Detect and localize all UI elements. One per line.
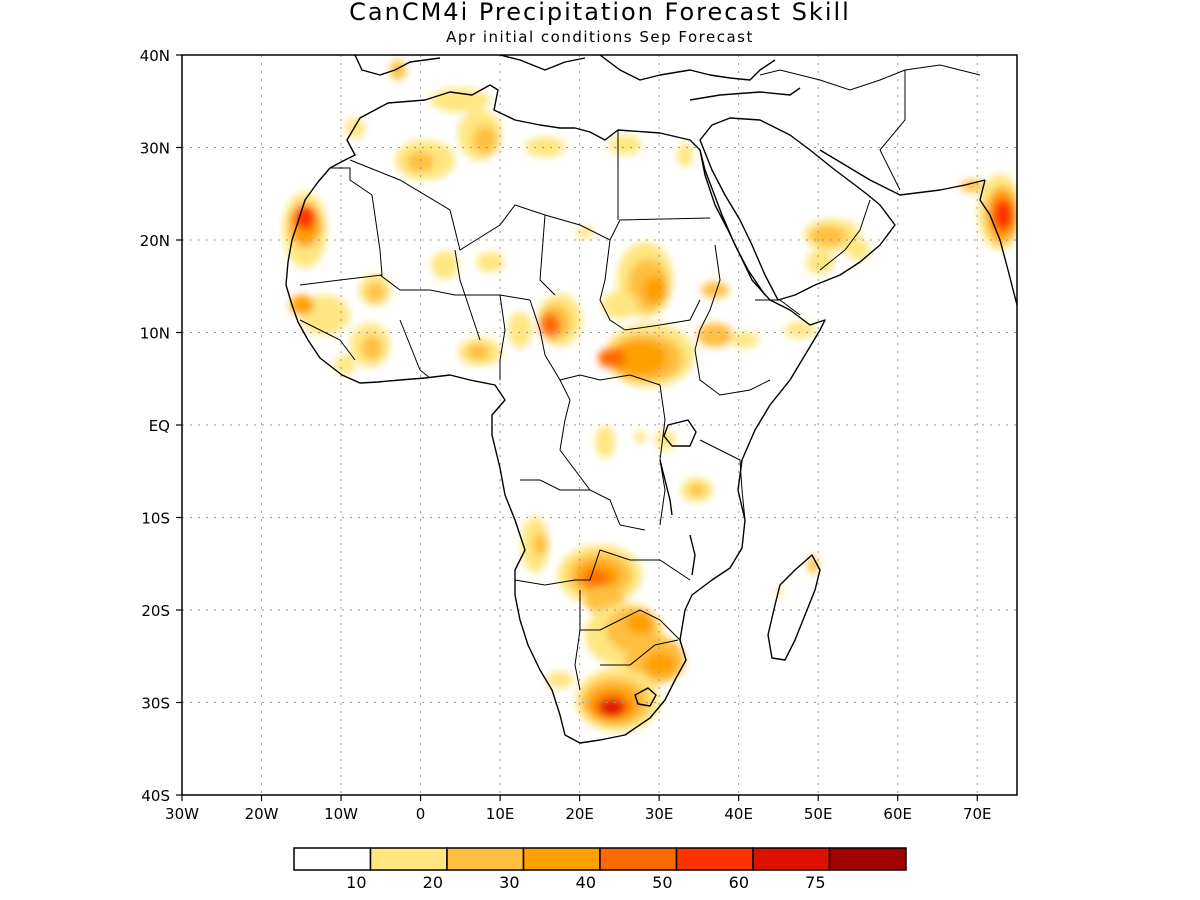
- lon-tick-label: 10E: [486, 805, 515, 823]
- colorbar-label: 50: [652, 873, 672, 892]
- colorbar-swatch: [293, 847, 372, 871]
- colorbar-swatch: [752, 847, 831, 871]
- lake-malawi: [689, 534, 696, 576]
- madagascar-coastline: [767, 554, 821, 661]
- colorbar-label: 40: [576, 873, 596, 892]
- lon-tick-label: 60E: [883, 805, 912, 823]
- country-borders: [299, 64, 981, 691]
- grid-lines: [182, 55, 1017, 795]
- colorbar-swatch: [369, 847, 448, 871]
- colorbar-swatch: [522, 847, 601, 871]
- longitude-axis: 30W 20W 10W 0 10E 20E 30E 40E 50E 60E 70E: [165, 795, 992, 823]
- turkey-coastline: [689, 87, 801, 101]
- colorbar-swatch: [446, 847, 525, 871]
- lake-tanganyika: [659, 459, 673, 516]
- europe-coastline: [354, 55, 776, 81]
- colorbar: 10 20 30 40 50 60 75: [293, 847, 907, 892]
- lon-tick-label: 20W: [245, 805, 279, 823]
- arabia-coastline: [699, 117, 896, 301]
- colorbar-swatch: [599, 847, 678, 871]
- lat-tick-label: 40S: [141, 787, 170, 805]
- lon-tick-label: 0: [416, 805, 426, 823]
- lat-tick-label: 30N: [140, 140, 170, 158]
- lon-tick-label: 20E: [565, 805, 594, 823]
- colorbar-label: 60: [729, 873, 749, 892]
- colorbar-label: 30: [499, 873, 519, 892]
- colorbar-swatch: [675, 847, 754, 871]
- lat-tick-label: EQ: [149, 417, 170, 435]
- colorbar-label: 20: [423, 873, 443, 892]
- coastlines: [285, 55, 1017, 744]
- lon-tick-label: 10W: [324, 805, 358, 823]
- red-sea-coast: [699, 149, 766, 296]
- lat-tick-label: 40N: [140, 47, 170, 65]
- india-coastline: [979, 179, 1017, 306]
- map-title: CanCM4i Precipitation Forecast Skill: [349, 0, 851, 26]
- lesotho-border: [634, 687, 657, 707]
- iran-coastline: [819, 149, 986, 196]
- colorbar-label: 10: [346, 873, 366, 892]
- colorbar-label: 75: [805, 873, 825, 892]
- lat-tick-label: 20N: [140, 232, 170, 250]
- lon-tick-label: 30W: [165, 805, 199, 823]
- africa-coastline: [285, 84, 826, 744]
- lat-tick-label: 20S: [141, 602, 170, 620]
- lat-tick-label: 10N: [140, 325, 170, 343]
- lake-victoria: [663, 419, 697, 447]
- colorbar-swatch: [828, 847, 907, 871]
- lon-tick-label: 50E: [804, 805, 833, 823]
- lon-tick-label: 40E: [724, 805, 753, 823]
- map-subtitle: Apr initial conditions Sep Forecast: [446, 28, 754, 46]
- lat-tick-label: 30S: [141, 695, 170, 713]
- lon-tick-label: 70E: [963, 805, 992, 823]
- latitude-axis: 40N 30N 20N 10N EQ 10S 20S 30S 40S: [140, 47, 182, 805]
- skill-shading-layer: [283, 60, 1017, 732]
- lon-tick-label: 30E: [645, 805, 674, 823]
- lat-tick-label: 10S: [141, 510, 170, 528]
